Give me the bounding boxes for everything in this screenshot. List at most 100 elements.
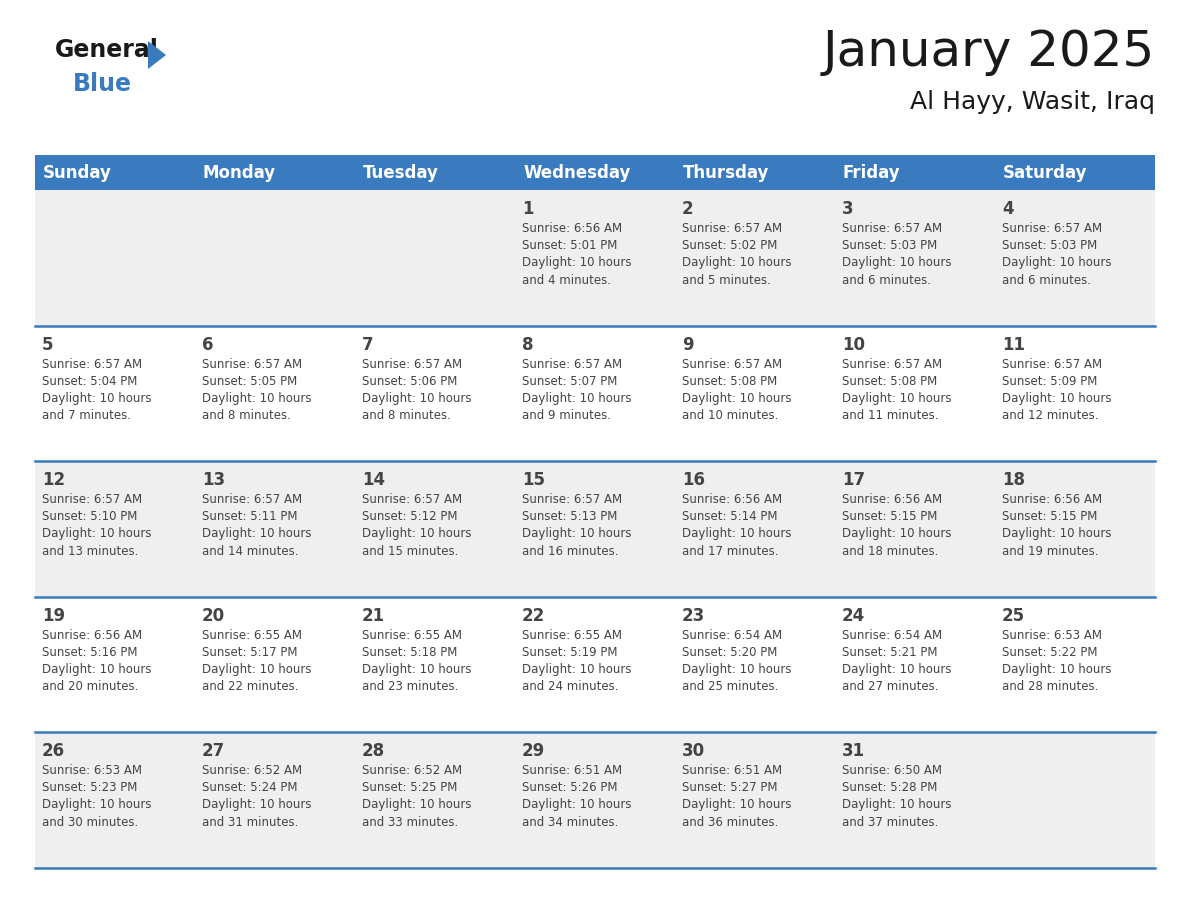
Text: Sunrise: 6:57 AM: Sunrise: 6:57 AM [202,493,302,506]
Text: 25: 25 [1001,607,1025,625]
Text: Daylight: 10 hours
and 33 minutes.: Daylight: 10 hours and 33 minutes. [362,799,472,829]
Text: 16: 16 [682,471,704,489]
Text: Sunset: 5:25 PM: Sunset: 5:25 PM [362,781,457,794]
Text: 30: 30 [682,743,706,760]
Text: 24: 24 [842,607,865,625]
Text: Sunset: 5:10 PM: Sunset: 5:10 PM [42,510,138,523]
Text: Daylight: 10 hours
and 11 minutes.: Daylight: 10 hours and 11 minutes. [842,392,952,422]
Text: Sunrise: 6:57 AM: Sunrise: 6:57 AM [522,493,623,506]
Text: 28: 28 [362,743,385,760]
Text: Daylight: 10 hours
and 10 minutes.: Daylight: 10 hours and 10 minutes. [682,392,791,422]
Text: Sunrise: 6:57 AM: Sunrise: 6:57 AM [1001,358,1102,371]
Text: Daylight: 10 hours
and 19 minutes.: Daylight: 10 hours and 19 minutes. [1001,527,1112,558]
Text: Sunset: 5:22 PM: Sunset: 5:22 PM [1001,645,1098,659]
Text: Daylight: 10 hours
and 30 minutes.: Daylight: 10 hours and 30 minutes. [42,799,152,829]
Text: Sunset: 5:11 PM: Sunset: 5:11 PM [202,510,297,523]
Text: Sunrise: 6:57 AM: Sunrise: 6:57 AM [842,222,942,235]
Text: Daylight: 10 hours
and 34 minutes.: Daylight: 10 hours and 34 minutes. [522,799,632,829]
Text: Sunrise: 6:57 AM: Sunrise: 6:57 AM [362,493,462,506]
Text: Sunrise: 6:57 AM: Sunrise: 6:57 AM [682,358,782,371]
Bar [34,597,1155,733]
Text: Sunrise: 6:53 AM: Sunrise: 6:53 AM [1001,629,1102,642]
Text: 1: 1 [522,200,533,218]
Text: Daylight: 10 hours
and 8 minutes.: Daylight: 10 hours and 8 minutes. [362,392,472,422]
Text: Daylight: 10 hours
and 6 minutes.: Daylight: 10 hours and 6 minutes. [1001,256,1112,286]
Text: Daylight: 10 hours
and 17 minutes.: Daylight: 10 hours and 17 minutes. [682,527,791,558]
Bar [34,326,1155,461]
Text: Daylight: 10 hours
and 5 minutes.: Daylight: 10 hours and 5 minutes. [682,256,791,286]
Text: 10: 10 [842,336,865,353]
Bar [34,190,1155,326]
Text: Sunrise: 6:54 AM: Sunrise: 6:54 AM [682,629,782,642]
Text: Sunset: 5:03 PM: Sunset: 5:03 PM [1001,239,1098,252]
Text: Daylight: 10 hours
and 8 minutes.: Daylight: 10 hours and 8 minutes. [202,392,311,422]
Text: Sunrise: 6:56 AM: Sunrise: 6:56 AM [42,629,143,642]
Text: 19: 19 [42,607,65,625]
Text: General: General [55,38,159,62]
Text: Sunset: 5:28 PM: Sunset: 5:28 PM [842,781,937,794]
Text: Sunrise: 6:57 AM: Sunrise: 6:57 AM [202,358,302,371]
Text: 26: 26 [42,743,65,760]
Text: Thursday: Thursday [683,163,770,182]
Text: Daylight: 10 hours
and 28 minutes.: Daylight: 10 hours and 28 minutes. [1001,663,1112,693]
Text: Sunrise: 6:51 AM: Sunrise: 6:51 AM [522,765,623,778]
Text: Sunset: 5:20 PM: Sunset: 5:20 PM [682,645,777,659]
Text: Sunrise: 6:51 AM: Sunrise: 6:51 AM [682,765,782,778]
Text: Sunrise: 6:52 AM: Sunrise: 6:52 AM [362,765,462,778]
Text: Daylight: 10 hours
and 27 minutes.: Daylight: 10 hours and 27 minutes. [842,663,952,693]
Text: Sunset: 5:15 PM: Sunset: 5:15 PM [842,510,937,523]
Text: Sunset: 5:17 PM: Sunset: 5:17 PM [202,645,297,659]
Text: Sunrise: 6:53 AM: Sunrise: 6:53 AM [42,765,143,778]
Text: Blue: Blue [72,72,132,96]
Text: Sunrise: 6:56 AM: Sunrise: 6:56 AM [1001,493,1102,506]
Text: Saturday: Saturday [1003,163,1087,182]
Text: Sunset: 5:04 PM: Sunset: 5:04 PM [42,375,138,387]
Polygon shape [148,41,166,69]
Text: 20: 20 [202,607,225,625]
Text: Daylight: 10 hours
and 14 minutes.: Daylight: 10 hours and 14 minutes. [202,527,311,558]
Text: Sunrise: 6:56 AM: Sunrise: 6:56 AM [842,493,942,506]
Text: Daylight: 10 hours
and 4 minutes.: Daylight: 10 hours and 4 minutes. [522,256,632,286]
Text: Sunset: 5:06 PM: Sunset: 5:06 PM [362,375,457,387]
Text: Daylight: 10 hours
and 22 minutes.: Daylight: 10 hours and 22 minutes. [202,663,311,693]
Text: 4: 4 [1001,200,1013,218]
Text: Sunrise: 6:57 AM: Sunrise: 6:57 AM [842,358,942,371]
Text: 18: 18 [1001,471,1025,489]
Text: Sunset: 5:19 PM: Sunset: 5:19 PM [522,645,618,659]
Text: Sunrise: 6:57 AM: Sunrise: 6:57 AM [42,493,143,506]
Text: Sunset: 5:18 PM: Sunset: 5:18 PM [362,645,457,659]
Text: 5: 5 [42,336,53,353]
Text: Sunday: Sunday [43,163,112,182]
Text: Daylight: 10 hours
and 25 minutes.: Daylight: 10 hours and 25 minutes. [682,663,791,693]
Text: 29: 29 [522,743,545,760]
Text: Tuesday: Tuesday [364,163,438,182]
Text: 11: 11 [1001,336,1025,353]
Text: Daylight: 10 hours
and 20 minutes.: Daylight: 10 hours and 20 minutes. [42,663,152,693]
Text: Sunset: 5:08 PM: Sunset: 5:08 PM [842,375,937,387]
Text: 15: 15 [522,471,545,489]
Text: 6: 6 [202,336,214,353]
Text: Sunrise: 6:50 AM: Sunrise: 6:50 AM [842,765,942,778]
Bar [34,155,195,190]
Text: Sunrise: 6:56 AM: Sunrise: 6:56 AM [682,493,782,506]
Text: Sunrise: 6:57 AM: Sunrise: 6:57 AM [1001,222,1102,235]
Text: 31: 31 [842,743,865,760]
Text: Sunset: 5:16 PM: Sunset: 5:16 PM [42,645,138,659]
Text: Sunrise: 6:52 AM: Sunrise: 6:52 AM [202,765,302,778]
Text: Daylight: 10 hours
and 37 minutes.: Daylight: 10 hours and 37 minutes. [842,799,952,829]
Text: Sunset: 5:23 PM: Sunset: 5:23 PM [42,781,138,794]
Text: 9: 9 [682,336,694,353]
Text: Sunrise: 6:57 AM: Sunrise: 6:57 AM [682,222,782,235]
Text: Daylight: 10 hours
and 6 minutes.: Daylight: 10 hours and 6 minutes. [842,256,952,286]
Bar [355,155,516,190]
Text: 7: 7 [362,336,373,353]
Text: Daylight: 10 hours
and 16 minutes.: Daylight: 10 hours and 16 minutes. [522,527,632,558]
Text: Sunset: 5:05 PM: Sunset: 5:05 PM [202,375,297,387]
Text: Sunset: 5:12 PM: Sunset: 5:12 PM [362,510,457,523]
Text: 3: 3 [842,200,854,218]
Bar [34,733,1155,868]
Text: Daylight: 10 hours
and 24 minutes.: Daylight: 10 hours and 24 minutes. [522,663,632,693]
Text: 21: 21 [362,607,385,625]
Text: January 2025: January 2025 [823,28,1155,76]
Text: Sunset: 5:27 PM: Sunset: 5:27 PM [682,781,777,794]
